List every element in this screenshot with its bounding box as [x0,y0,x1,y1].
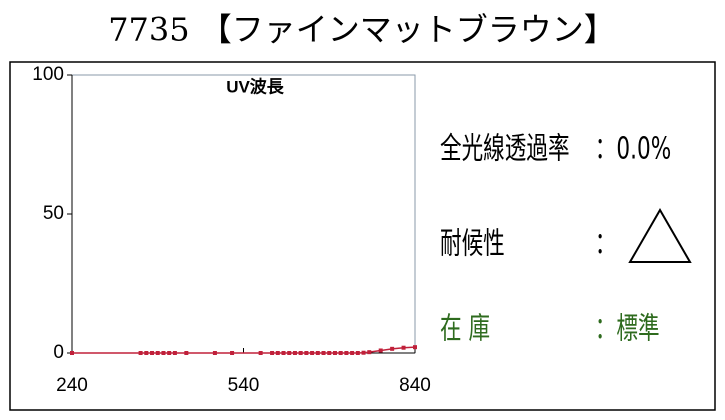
data-point [150,351,155,355]
info-row: 耐候性 ： [440,227,616,261]
data-point [390,346,395,351]
data-point [230,351,235,355]
chart-title: 7735 【ファインマットブラウン】 [108,11,616,49]
data-point [367,350,372,355]
info-value: ： [595,227,617,261]
data-point [315,351,320,355]
data-point [332,351,337,355]
annotation: UV波長 [226,76,285,96]
data-point [275,351,280,355]
data-point [298,351,303,355]
data-point [70,351,74,355]
info-value: ：標準 [595,312,660,346]
y-tick-label: 0 [53,342,64,363]
data-point [258,351,263,355]
info-row: 在 庫 ：標準 [440,312,660,346]
info-label: 全光線透過率 [440,132,570,166]
data-point [270,351,275,355]
info-value: ：0.0% [595,132,671,166]
data-point [321,351,326,355]
data-point [172,351,177,355]
data-point [281,351,286,355]
chart-frame [9,61,716,411]
y-tick-label: 50 [43,203,64,224]
data-point [292,351,297,355]
data-point [161,351,166,355]
info-row: 全光線透過率 ：0.0% [440,132,671,166]
data-point [184,351,189,355]
data-point [212,351,217,355]
x-tick-label: 240 [56,375,88,396]
x-tick-label: 840 [399,375,431,396]
info-label: 在 庫 [440,312,490,346]
data-point [327,351,332,355]
data-point [304,351,309,355]
data-point [413,345,417,350]
data-line [72,346,416,354]
data-point [355,351,360,355]
x-tick-label: 540 [228,375,260,396]
data-point [167,351,172,355]
data-point [361,350,366,355]
data-point [310,351,315,355]
data-point [144,351,149,355]
data-point [401,345,406,350]
data-point [338,351,343,355]
y-tick-label: 100 [32,64,64,85]
info-label: 耐候性 [440,227,505,261]
data-point [378,348,383,353]
data-point [344,351,349,355]
plot-area [71,74,416,354]
data-point [287,351,292,355]
data-point [138,351,143,355]
data-point [155,351,160,355]
triangle-icon [628,207,692,263]
data-point [350,351,355,355]
